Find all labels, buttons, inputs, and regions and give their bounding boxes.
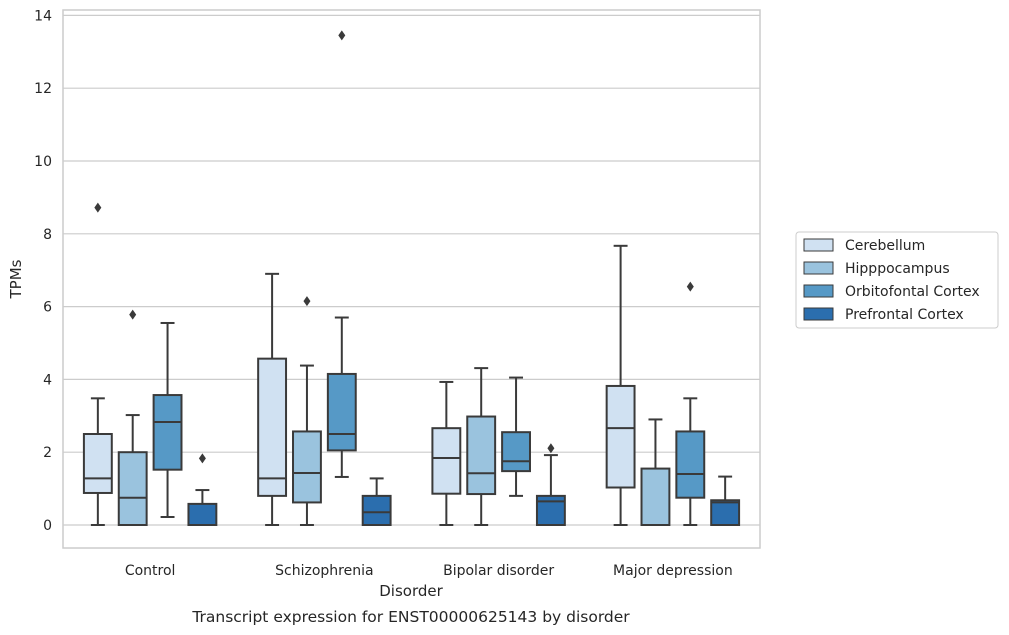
box-body [710,499,741,526]
box-body [82,433,113,494]
box-1-1 [82,202,113,526]
box-body [535,494,566,527]
x-tick-labels: Control Schizophrenia Bipolar disorder Majo… [125,563,733,579]
outlier-point [129,309,137,320]
legend-label: Cerebellum [845,238,925,254]
y-tick-label: 14 [34,8,52,24]
box-1-4 [605,244,636,526]
box-4-3 [535,443,566,527]
outlier-point [198,453,206,464]
outlier-point [338,30,346,41]
y-tick-label: 12 [34,81,52,97]
box-3-1 [152,321,183,518]
legend-swatch [803,238,834,252]
outlier-point [547,443,555,454]
figure-caption: Transcript expression for ENST0000062514… [191,608,630,626]
box-body [117,451,148,527]
box-3-3 [501,376,531,497]
outlier-point [94,202,102,213]
legend-frame [795,231,999,329]
box-body [640,467,671,526]
box-body [326,372,357,452]
box-2-2 [292,296,322,526]
x-tick-label: Control [125,563,176,579]
box-2-3 [466,367,497,526]
legend-swatch [803,307,834,321]
box-3-4 [675,281,706,526]
x-tick-label: Schizophrenia [275,563,373,579]
box-body [501,431,531,473]
box-1-2 [257,272,288,526]
legend-label: Prefrontal Cortex [845,307,964,323]
y-tick-label: 2 [43,445,52,461]
box-2-1 [117,309,148,527]
y-tick-label: 4 [43,372,52,388]
y-tick-labels: 0 2 4 6 8 10 12 14 [34,8,52,534]
outlier-point [686,281,694,292]
box-4-2 [361,477,392,527]
box-body [605,384,636,489]
box-body [292,430,322,504]
box-2-4 [640,418,671,526]
box-body [152,394,183,471]
legend-swatch [803,284,834,298]
box-body [431,427,462,495]
box-body [675,430,706,499]
box-body [466,415,497,496]
legend-label: Hipppocampus [845,261,950,277]
box-1-3 [431,380,462,526]
box-body [187,502,218,526]
y-axis-label: TPMs [7,259,25,299]
legend: Cerebellum Hipppocampus Orbitofontal Corte… [795,231,999,329]
x-axis-label: Disorder [379,582,443,600]
legend-label: Orbitofontal Cortex [845,284,980,300]
legend-swatch [803,261,834,275]
y-tick-label: 6 [43,300,52,316]
box-3-2 [326,30,357,478]
x-tick-label: Major depression [613,563,733,579]
box-4-4 [710,475,741,526]
y-tick-label: 0 [43,518,52,534]
y-tick-label: 10 [34,154,52,170]
box-body [361,494,392,527]
outlier-point [303,296,311,307]
plot-frame [62,9,761,549]
box-4-1 [187,453,218,526]
x-tick-label: Bipolar disorder [443,563,554,579]
plot-marks [82,30,741,527]
box-body [257,357,288,497]
y-tick-label: 8 [43,227,52,243]
